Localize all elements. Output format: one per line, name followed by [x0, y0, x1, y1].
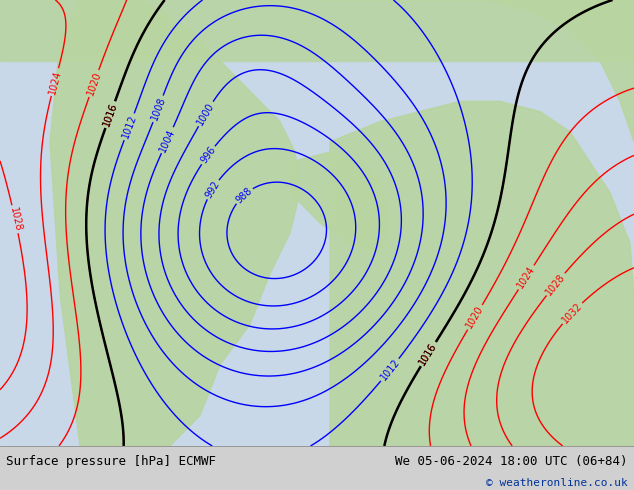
Text: 1032: 1032	[560, 301, 584, 325]
Text: 996: 996	[198, 145, 217, 166]
Text: 1016: 1016	[101, 101, 119, 128]
Polygon shape	[0, 0, 634, 61]
Text: 1004: 1004	[158, 127, 177, 153]
Text: 1028: 1028	[544, 271, 567, 297]
Polygon shape	[320, 0, 634, 142]
Text: 1020: 1020	[464, 304, 486, 330]
Text: 1012: 1012	[120, 114, 138, 140]
Text: 1000: 1000	[195, 101, 216, 127]
Text: 1012: 1012	[378, 357, 401, 383]
Text: 1020: 1020	[85, 70, 103, 97]
Text: 988: 988	[234, 185, 254, 205]
Polygon shape	[330, 101, 634, 446]
Text: 1016: 1016	[418, 341, 439, 367]
Text: 1016: 1016	[418, 341, 439, 367]
Polygon shape	[0, 0, 634, 446]
Text: We 05-06-2024 18:00 UTC (06+84): We 05-06-2024 18:00 UTC (06+84)	[395, 455, 628, 468]
Text: 992: 992	[204, 179, 222, 200]
Polygon shape	[50, 0, 300, 446]
Polygon shape	[290, 152, 390, 253]
Text: 1008: 1008	[149, 96, 167, 122]
Text: 1028: 1028	[8, 206, 23, 232]
Text: 1024: 1024	[515, 264, 537, 291]
Text: © weatheronline.co.uk: © weatheronline.co.uk	[486, 478, 628, 489]
Text: 1016: 1016	[101, 101, 119, 128]
Text: 1024: 1024	[47, 69, 63, 95]
Text: Surface pressure [hPa] ECMWF: Surface pressure [hPa] ECMWF	[6, 455, 216, 468]
